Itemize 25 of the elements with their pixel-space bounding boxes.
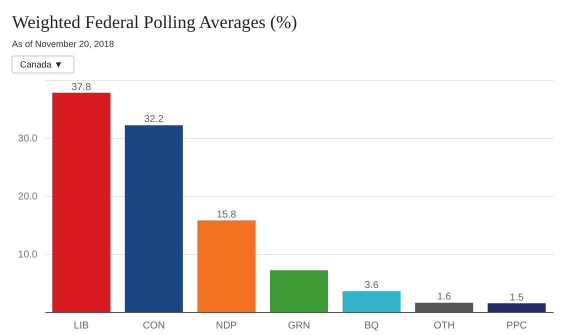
y-tick-label: 20.0 bbox=[18, 192, 38, 202]
bar bbox=[488, 303, 546, 312]
x-tick-label: CON bbox=[142, 320, 165, 332]
data-label: 32.2 bbox=[144, 114, 164, 126]
x-tick-label: PPC bbox=[506, 320, 527, 332]
bar bbox=[124, 125, 183, 312]
x-tick-label: OTH bbox=[434, 320, 455, 332]
y-tick-label: 10.0 bbox=[18, 250, 38, 260]
chart-subtitle: As of November 20, 2018 bbox=[12, 39, 114, 49]
data-label: 1.6 bbox=[437, 292, 452, 303]
bar bbox=[52, 92, 110, 312]
x-tick-label: BQ bbox=[364, 320, 380, 332]
bar bbox=[197, 220, 256, 312]
x-tick-label: NDP bbox=[216, 320, 238, 332]
x-tick-label: GRN bbox=[288, 320, 310, 332]
x-tick-label: LIB bbox=[74, 320, 90, 332]
bar bbox=[270, 270, 328, 312]
data-label: 3.6 bbox=[364, 280, 379, 292]
bar bbox=[342, 291, 401, 312]
y-tick-label: 30.0 bbox=[18, 134, 38, 144]
text: Canada ▼ bbox=[20, 60, 63, 70]
data-label: 1.5 bbox=[510, 292, 524, 304]
data-label: 37.8 bbox=[72, 82, 92, 93]
chart-title: Weighted Federal Polling Averages (%) bbox=[12, 12, 298, 32]
data-label: 15.8 bbox=[216, 209, 237, 220]
